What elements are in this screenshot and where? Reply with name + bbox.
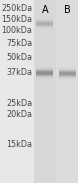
Bar — [36, 21, 53, 22]
Bar — [36, 70, 53, 71]
Text: 37kDa: 37kDa — [6, 68, 32, 77]
Bar — [36, 73, 53, 74]
Bar — [58, 75, 76, 76]
Bar — [36, 74, 53, 75]
Bar — [58, 76, 76, 77]
Bar — [56, 0, 78, 183]
Bar — [36, 22, 53, 23]
Text: 20kDa: 20kDa — [6, 110, 32, 119]
Text: 250kDa: 250kDa — [1, 4, 32, 13]
Bar — [34, 0, 78, 183]
Bar — [36, 68, 53, 69]
Bar — [36, 76, 53, 77]
Bar — [58, 71, 76, 72]
Bar — [36, 26, 53, 27]
Bar — [36, 66, 53, 67]
Text: A: A — [42, 5, 48, 15]
Text: 15kDa: 15kDa — [6, 140, 32, 149]
Text: 75kDa: 75kDa — [6, 39, 32, 48]
Bar — [36, 24, 53, 25]
Text: B: B — [64, 5, 70, 15]
Bar — [58, 77, 76, 78]
Bar — [58, 72, 76, 73]
Text: 100kDa: 100kDa — [1, 26, 32, 35]
Bar — [58, 67, 76, 68]
Bar — [36, 72, 53, 73]
Bar — [36, 20, 53, 21]
Bar — [36, 18, 53, 19]
Bar — [58, 78, 76, 79]
Bar — [36, 67, 53, 68]
Bar — [58, 70, 76, 71]
Bar — [58, 79, 76, 80]
Bar — [36, 25, 53, 26]
Bar — [58, 69, 76, 70]
Bar — [58, 73, 76, 74]
Text: 150kDa: 150kDa — [1, 15, 32, 24]
Bar — [34, 0, 56, 183]
Bar — [36, 75, 53, 76]
Bar — [58, 74, 76, 75]
Bar — [36, 27, 53, 28]
Bar — [36, 69, 53, 70]
Text: 50kDa: 50kDa — [6, 53, 32, 62]
Bar — [36, 78, 53, 79]
Bar — [36, 23, 53, 24]
Bar — [58, 68, 76, 69]
Bar — [36, 19, 53, 20]
Bar — [36, 28, 53, 29]
Text: 25kDa: 25kDa — [6, 99, 32, 108]
Bar — [36, 77, 53, 78]
Bar — [36, 71, 53, 72]
